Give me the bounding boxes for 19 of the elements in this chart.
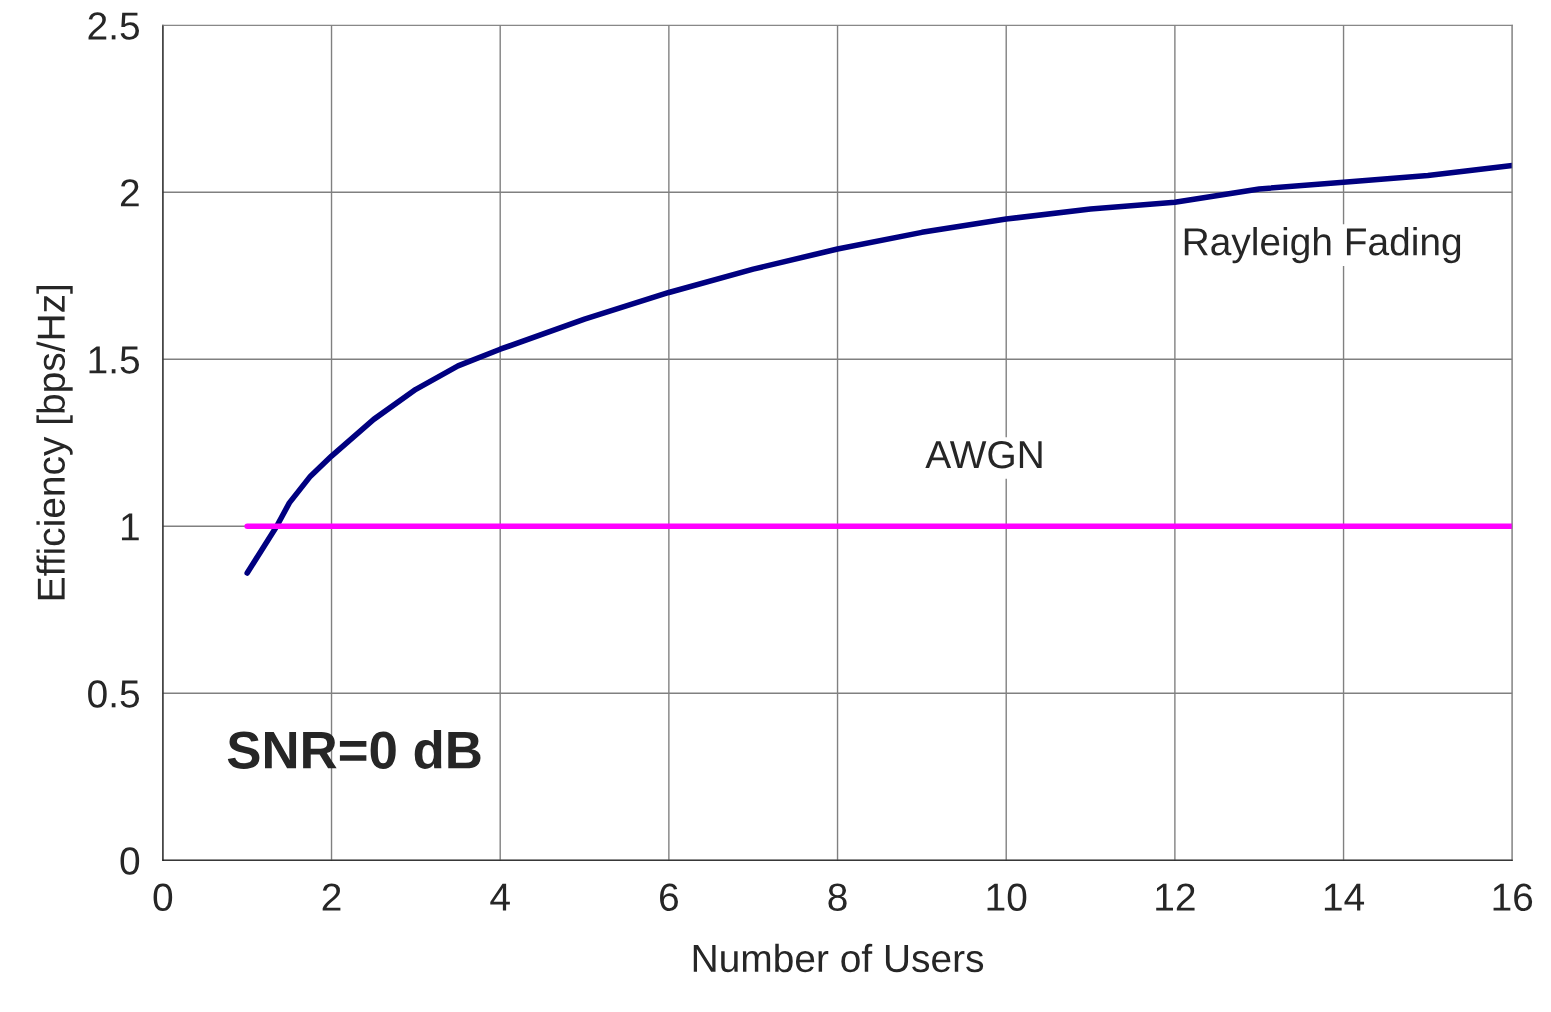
y-axis-title: Efficiency [bps/Hz] <box>36 285 73 600</box>
y-tick-label: 1.5 <box>89 346 140 374</box>
x-tick-label: 16 <box>1493 883 1533 911</box>
y-tick-label: 2 <box>120 179 139 207</box>
x-tick-label: 4 <box>490 883 510 911</box>
series-label: AWGN <box>925 440 1042 469</box>
y-tick-label: 1 <box>121 513 139 541</box>
x-tick-label: 6 <box>660 883 678 911</box>
y-tick-label: 0.5 <box>88 680 140 708</box>
x-axis-title: Number of Users <box>693 943 984 973</box>
x-tick-label: 8 <box>828 883 847 911</box>
x-tick-label: 12 <box>1156 883 1195 911</box>
y-tick-label: 0 <box>120 847 140 875</box>
y-tick-label: 2.5 <box>88 12 140 40</box>
x-tick-label: 0 <box>153 883 173 911</box>
x-tick-label: 2 <box>322 883 341 911</box>
x-tick-label: 14 <box>1324 883 1365 911</box>
series-label: Rayleigh Fading <box>1184 226 1461 264</box>
x-tick-label: 10 <box>987 883 1027 911</box>
